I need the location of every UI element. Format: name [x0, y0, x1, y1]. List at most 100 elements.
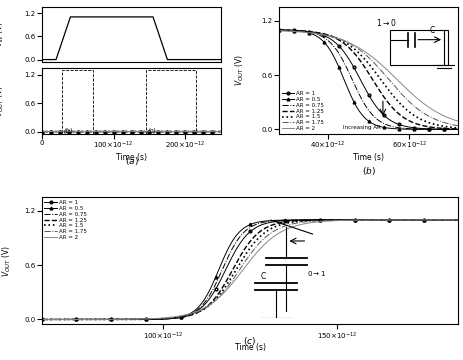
Line: AR = 1.5: AR = 1.5 [42, 220, 458, 319]
AR = 1.25 [396, 112, 401, 116]
AR = 1.75 [456, 123, 461, 128]
AR = 0.75 [353, 218, 358, 222]
AR = 0.75 [411, 127, 417, 131]
AR = 0.75 [284, 218, 290, 222]
AR = 2 [456, 218, 461, 222]
AR = 1.75 [411, 104, 417, 108]
Text: Increasing AR: Increasing AR [344, 125, 381, 130]
AR = 0.5 [308, 31, 313, 36]
AR = 0.5 [357, 110, 363, 114]
AR = 1.75 [353, 218, 358, 222]
AR = 1.25 [456, 127, 461, 131]
AR = 1.5 [411, 113, 417, 117]
AR = 1.25 [146, 317, 151, 321]
AR = 0.75 [227, 251, 233, 255]
AR = 1 [146, 317, 151, 321]
Line: AR = 0.5: AR = 0.5 [277, 28, 460, 131]
AR = 0.5 [113, 317, 118, 321]
AR = 1.5 [456, 218, 461, 222]
AR = 2 [353, 218, 358, 222]
AR = 2 [456, 119, 461, 123]
AR = 1.5 [113, 317, 118, 321]
AR = 1.25 [39, 317, 44, 321]
AR = 0.75 [113, 317, 118, 321]
AR = 1.25 [382, 96, 388, 100]
Text: $(a)$: $(a)$ [125, 155, 138, 167]
AR = 0.75 [382, 122, 388, 126]
AR = 0.5 [411, 127, 417, 131]
Legend: AR = 1, AR = 0.5, AR = 0.75, AR = 1.25, AR = 1.5, AR = 1.75, AR = 2: AR = 1, AR = 0.5, AR = 0.75, AR = 1.25, … [281, 90, 325, 132]
AR = 2 [39, 317, 44, 321]
Line: AR = 1.75: AR = 1.75 [279, 30, 458, 126]
AR = 1.5 [396, 100, 401, 104]
AR = 1 [227, 258, 233, 263]
AR = 1.25 [456, 218, 461, 222]
AR = 1 [456, 218, 461, 222]
AR = 1 [357, 77, 363, 81]
AR = 0.75 [308, 30, 313, 35]
AR = 1 [322, 34, 328, 38]
Legend: AR = 1, AR = 0.5, AR = 0.75, AR = 1.25, AR = 1.5, AR = 1.75, AR = 2: AR = 1, AR = 0.5, AR = 0.75, AR = 1.25, … [44, 199, 88, 241]
AR = 1 [353, 218, 358, 222]
Line: AR = 1.75: AR = 1.75 [42, 220, 458, 319]
AR = 1.5 [39, 317, 44, 321]
AR = 1 [284, 219, 290, 223]
AR = 0.75 [317, 218, 323, 222]
AR = 1.5 [146, 317, 151, 321]
AR = 1 [396, 122, 401, 126]
AR = 1.25 [317, 218, 323, 222]
X-axis label: Time (s): Time (s) [116, 153, 147, 162]
AR = 0.75 [456, 127, 461, 131]
AR = 0.5 [39, 317, 44, 321]
AR = 2 [396, 79, 401, 83]
AR = 1.25 [227, 272, 233, 276]
AR = 1.25 [322, 32, 328, 36]
Text: $(b)$: $(b)$ [362, 166, 375, 177]
AR = 1.25 [353, 218, 358, 222]
AR = 2 [113, 317, 118, 321]
AR = 1.75 [396, 89, 401, 93]
Y-axis label: $V_{OUT}$ (V): $V_{OUT}$ (V) [0, 245, 13, 276]
AR = 1.5 [456, 126, 461, 130]
Line: AR = 2: AR = 2 [42, 220, 458, 319]
AR = 1.75 [317, 219, 323, 223]
AR = 2 [308, 31, 313, 35]
AR = 2 [227, 284, 233, 288]
Y-axis label: $V_{OUT}$ (V): $V_{OUT}$ (V) [234, 55, 246, 86]
AR = 1.75 [227, 281, 233, 285]
AR = 1.5 [322, 32, 328, 36]
AR = 1.5 [317, 218, 323, 222]
AR = 0.75 [276, 28, 282, 32]
Line: AR = 2: AR = 2 [279, 31, 458, 121]
AR = 1.25 [113, 317, 118, 321]
Bar [146, 70, 196, 134]
AR = 1.5 [284, 221, 290, 225]
Line: AR = 1.25: AR = 1.25 [279, 30, 458, 129]
AR = 1 [456, 127, 461, 131]
AR = 1.5 [357, 52, 363, 56]
AR = 0.75 [146, 317, 151, 321]
AR = 1 [113, 317, 118, 321]
AR = 0.75 [322, 36, 328, 40]
AR = 2 [284, 227, 290, 231]
AR = 1 [411, 126, 417, 130]
AR = 0.75 [396, 126, 401, 130]
Text: $(c)$: $(c)$ [244, 335, 257, 347]
AR = 0.5 [227, 243, 233, 247]
AR = 2 [322, 33, 328, 37]
AR = 1.75 [146, 317, 151, 321]
AR = 1.5 [382, 82, 388, 87]
Line: AR = 0.75: AR = 0.75 [42, 220, 458, 319]
AR = 1.75 [308, 30, 313, 35]
Line: AR = 1: AR = 1 [277, 29, 460, 131]
AR = 0.5 [276, 28, 282, 32]
AR = 2 [411, 94, 417, 98]
Y-axis label: $V_{IN}$ (V): $V_{IN}$ (V) [0, 21, 6, 48]
Bar [62, 70, 94, 134]
AR = 2 [357, 46, 363, 51]
AR = 0.5 [146, 317, 151, 321]
AR = 1.5 [353, 218, 358, 222]
AR = 0.5 [396, 127, 401, 131]
AR = 1.25 [411, 121, 417, 125]
AR = 0.75 [39, 317, 44, 321]
